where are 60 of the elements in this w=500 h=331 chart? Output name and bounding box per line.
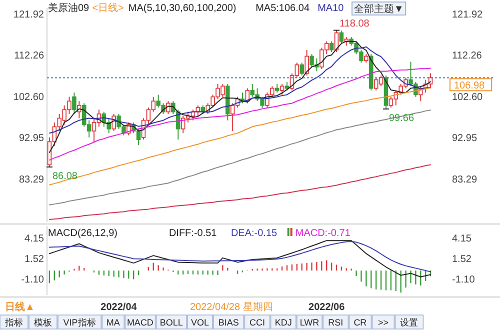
x-tick-label: 2022/04 (100, 302, 138, 313)
y2-tick-label: 102.60 (452, 92, 484, 103)
legend-label: MACD:-0.71 (295, 228, 351, 239)
text: BIAS (218, 318, 239, 328)
candlestick (280, 84, 284, 96)
candlestick (339, 30, 344, 44)
text: VOL (190, 318, 210, 328)
y-tick-label: 4.15 (24, 233, 44, 244)
y2-tick-label: 92.95 (452, 133, 478, 144)
y-tick-label: 112.26 (14, 50, 44, 62)
text: 日线▲ (5, 301, 35, 313)
candlestick (329, 40, 334, 52)
ref-line-label: 106.98 (454, 80, 486, 92)
text: CR (354, 318, 368, 328)
y2-tick-label: 1.52 (452, 254, 472, 266)
series-label: DIFF:-0.51 (168, 228, 218, 239)
text: MA (106, 318, 120, 328)
series-label: DEA:-0.15 (230, 228, 278, 239)
y2-tick-label: 4.15 (452, 233, 472, 244)
annotation: 86.08 (52, 170, 78, 182)
text: 2022/04/28 星期四 (190, 301, 273, 313)
text: 设置 (400, 318, 418, 328)
text: VIP指标 (63, 318, 96, 328)
annotation: 全部主题▼ (354, 3, 404, 15)
line-series (48, 241, 432, 272)
text: MACD (126, 318, 154, 328)
y-tick-label: 92.95 (18, 133, 44, 144)
candlestick (300, 62, 304, 76)
chart-subtitle: <日线> (92, 2, 124, 14)
text: KDJ (274, 318, 292, 328)
line-series (48, 164, 432, 220)
chart-title: MACD(26,12,9) (48, 228, 118, 239)
candlestick (72, 92, 76, 114)
x-tick-label: 2022/06 (308, 302, 346, 313)
text: RSI (328, 318, 344, 328)
text: LWR (300, 318, 320, 328)
y2-tick-label: 112.26 (452, 50, 482, 62)
y2-tick-label: 83.29 (452, 174, 478, 186)
text: 指标 (4, 318, 23, 328)
y-tick-label: 121.92 (13, 9, 44, 20)
chart-title: 美原油09 (48, 2, 90, 14)
text: 模板 (34, 318, 52, 328)
line-series (48, 240, 432, 278)
text: MA10 (318, 3, 344, 14)
line-series (48, 110, 432, 206)
y-tick-label: 83.29 (18, 174, 44, 186)
y2-tick-label: 121.92 (452, 9, 484, 20)
annotation: 99.66 (388, 112, 414, 124)
annotation: MA(5,10,30,60,100,200) (128, 3, 236, 14)
y-tick-label: -1.10 (21, 274, 44, 286)
annotation: 118.08 (340, 18, 370, 30)
candlestick (304, 49, 309, 76)
y-tick-label: 102.60 (13, 92, 44, 103)
y-tick-label: 1.52 (24, 254, 44, 266)
text: BOLL (160, 318, 183, 328)
text: >> (378, 318, 388, 328)
y2-tick-label: -1.10 (452, 274, 476, 286)
text: CCI (250, 318, 266, 328)
text: MA5:106.04 (256, 3, 310, 14)
candlestick (166, 100, 170, 114)
